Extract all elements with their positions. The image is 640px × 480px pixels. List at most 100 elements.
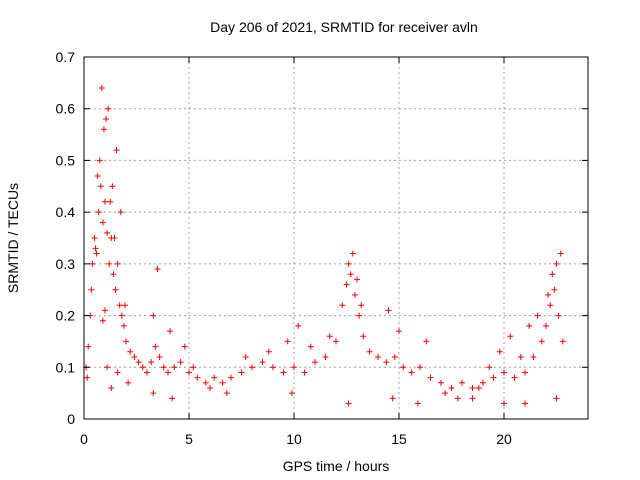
data-point [454, 395, 461, 402]
data-point [169, 395, 176, 402]
data-point [105, 105, 112, 112]
data-point [104, 364, 111, 371]
data-point [259, 359, 266, 366]
data-point [396, 328, 402, 335]
data-point [557, 250, 564, 257]
data-point [349, 250, 356, 257]
data-point [154, 266, 161, 273]
data-point [107, 198, 114, 205]
data-point [486, 364, 493, 371]
data-point [127, 348, 134, 355]
data-point [423, 338, 430, 345]
data-point [102, 307, 108, 314]
data-point [442, 390, 449, 397]
data-point [375, 353, 381, 360]
data-point [543, 322, 549, 329]
data-point [343, 281, 350, 288]
data-point [385, 307, 392, 314]
data-point [242, 353, 249, 360]
data-point [511, 374, 518, 381]
data-point [111, 235, 118, 241]
data-point [202, 379, 209, 386]
data-point [96, 157, 103, 164]
grid-lines [84, 57, 588, 419]
data-point [295, 322, 302, 329]
data-point [93, 250, 100, 257]
data-point [121, 302, 128, 309]
data-point [522, 400, 528, 407]
data-point [148, 359, 155, 366]
data-point [114, 260, 121, 267]
data-point [95, 209, 102, 216]
data-point [89, 260, 96, 267]
data-point [190, 364, 197, 371]
data-point [91, 235, 98, 241]
data-point [249, 364, 255, 371]
data-point [123, 338, 129, 345]
data-point [270, 364, 276, 371]
data-point [347, 271, 354, 278]
data-point [116, 302, 123, 309]
data-point [167, 328, 174, 335]
data-point [408, 369, 415, 376]
x-tick-label: 15 [391, 431, 407, 447]
data-point [92, 245, 99, 252]
data-point [555, 312, 562, 319]
data-point [88, 286, 95, 293]
data-point [135, 359, 142, 366]
data-point [238, 369, 245, 376]
data-point [469, 395, 476, 402]
data-point [117, 209, 124, 216]
data-point [551, 286, 558, 293]
data-point [351, 291, 358, 298]
data-point [480, 379, 486, 386]
data-point [354, 276, 360, 283]
data-point [102, 198, 108, 205]
data-point [391, 353, 398, 360]
data-point [358, 302, 365, 309]
data-point [98, 85, 105, 92]
data-point [559, 338, 566, 345]
y-tick-label: 0.7 [56, 49, 76, 65]
data-point [103, 116, 110, 123]
data-point [112, 286, 119, 293]
data-point [265, 348, 272, 355]
data-point [553, 260, 560, 267]
data-point [160, 364, 167, 371]
data-point [383, 359, 390, 366]
data-point [530, 353, 537, 360]
data-point [211, 374, 218, 381]
data-point [322, 353, 329, 360]
y-tick-label: 0 [67, 411, 75, 427]
y-axis-label: SRMTID / TECUs [5, 183, 21, 293]
axis-ticks: 0 0.1 0.2 0.3 0.4 0.5 0.6 0.7 0 5 10 15 20 [56, 49, 588, 447]
data-point [84, 374, 91, 381]
data-point [194, 374, 201, 381]
data-point [545, 291, 552, 298]
data-point [139, 364, 146, 371]
data-point [366, 348, 373, 355]
data-point [228, 374, 234, 381]
data-point [427, 374, 434, 381]
x-tick-label: 5 [185, 431, 193, 447]
data-point [345, 400, 352, 407]
data-point [507, 333, 514, 340]
chart-title: Day 206 of 2021, SRMTID for receiver avl… [210, 19, 478, 35]
data-point [469, 384, 476, 391]
data-point [85, 343, 92, 350]
data-point [360, 333, 367, 340]
x-tick-label: 0 [80, 431, 88, 447]
data-points [83, 85, 566, 407]
data-point [181, 343, 188, 350]
data-point [114, 369, 121, 376]
x-axis-label: GPS time / hours [283, 458, 390, 474]
y-tick-label: 0.4 [56, 204, 76, 220]
data-point [389, 395, 396, 402]
data-point [288, 390, 295, 397]
data-point [113, 147, 120, 154]
data-point [120, 322, 127, 329]
data-point [171, 364, 178, 371]
data-point [501, 400, 507, 407]
data-point [131, 353, 138, 360]
